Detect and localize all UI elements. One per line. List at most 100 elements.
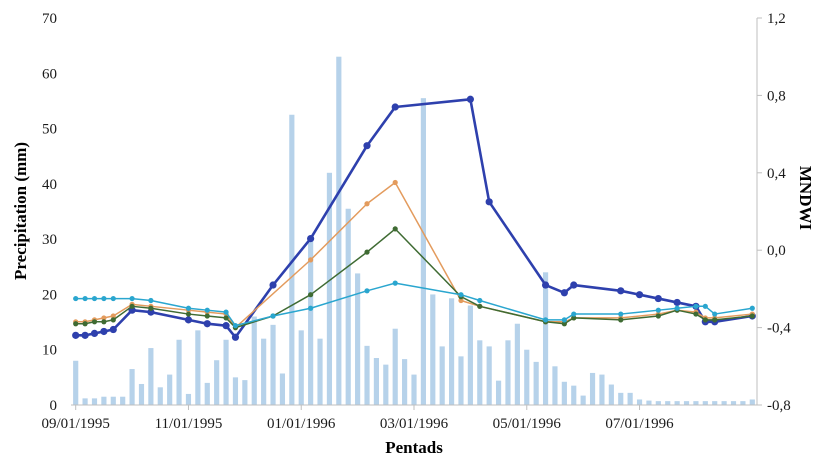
precipitation-bar bbox=[458, 356, 464, 405]
precipitation-bar bbox=[138, 383, 145, 405]
series-point bbox=[308, 305, 314, 311]
series-point bbox=[570, 281, 578, 289]
x-tick-label: 01/01/1996 bbox=[267, 416, 336, 432]
precipitation-bar bbox=[91, 398, 98, 405]
series-point bbox=[90, 329, 99, 337]
precipitation-bar bbox=[223, 339, 229, 405]
precipitation-bar bbox=[326, 172, 333, 405]
series-point bbox=[232, 323, 239, 329]
precipitation-bar bbox=[505, 340, 511, 405]
precipitation-bar bbox=[308, 239, 314, 405]
series-point bbox=[571, 315, 577, 321]
series-point bbox=[185, 305, 192, 311]
series-point bbox=[223, 309, 229, 315]
mndwi-series-4 bbox=[73, 280, 755, 329]
precipitation-bar bbox=[420, 98, 426, 405]
precipitation-bar bbox=[514, 323, 520, 405]
precipitation-bar bbox=[467, 305, 473, 405]
left-axis-title: Precipitation (mm) bbox=[11, 142, 30, 280]
series-point bbox=[269, 281, 277, 289]
series-point bbox=[73, 321, 79, 327]
series-point bbox=[148, 305, 154, 311]
series-point bbox=[184, 316, 193, 324]
left-tick-label: 10 bbox=[42, 343, 57, 359]
series-line bbox=[75, 282, 753, 327]
precipitation-bar bbox=[167, 374, 173, 405]
mndwi-series-3 bbox=[73, 226, 755, 331]
right-tick-label: -0,4 bbox=[767, 321, 791, 337]
precipitation-bar bbox=[580, 395, 586, 405]
series-point bbox=[702, 303, 708, 309]
series-point bbox=[147, 308, 155, 316]
series-point bbox=[749, 305, 755, 311]
precipitation-bar bbox=[740, 401, 746, 405]
series-point bbox=[561, 321, 567, 327]
precipitation-bar bbox=[693, 401, 699, 405]
right-tick-label: 1,2 bbox=[767, 11, 786, 27]
series-point bbox=[542, 317, 549, 323]
precipitation-bar bbox=[204, 382, 210, 405]
series-point bbox=[363, 142, 371, 150]
series-point bbox=[101, 319, 107, 325]
x-tick-label: 11/01/1995 bbox=[155, 416, 223, 432]
series-point bbox=[655, 307, 661, 313]
series-point bbox=[222, 322, 230, 330]
x-tick-label: 05/01/1996 bbox=[493, 416, 562, 432]
precipitation-bar bbox=[383, 364, 389, 405]
series-point bbox=[204, 313, 210, 319]
series-point bbox=[674, 305, 680, 311]
precipitation-bar bbox=[411, 374, 417, 405]
precipitation-bar bbox=[82, 398, 88, 405]
series-point bbox=[81, 331, 89, 339]
precipitation-bar bbox=[627, 392, 633, 405]
series-point bbox=[749, 313, 755, 319]
precipitation-bar bbox=[561, 381, 567, 405]
right-ticks: -0,8 -0,4 0,0 0,4 0,8 1,2 bbox=[757, 11, 791, 414]
x-ticks: 09/01/1995 11/01/1995 01/01/1996 03/01/1996… bbox=[42, 405, 674, 432]
precipitation-bar bbox=[251, 316, 257, 405]
series-point bbox=[702, 317, 708, 323]
precipitation-bar bbox=[279, 373, 286, 405]
series-point bbox=[618, 311, 624, 317]
series-point bbox=[185, 311, 192, 317]
precipitation-bar bbox=[176, 339, 182, 405]
x-tick-label: 07/01/1996 bbox=[605, 416, 674, 432]
series-point bbox=[560, 289, 568, 297]
right-axis-title: MNDWI bbox=[796, 166, 815, 231]
right-tick-label: -0,8 bbox=[767, 398, 791, 414]
precipitation-bar bbox=[683, 401, 690, 405]
precipitation-bar bbox=[214, 360, 220, 405]
series-point bbox=[82, 321, 88, 327]
series-point bbox=[110, 295, 116, 302]
precipitation-bar bbox=[495, 380, 502, 405]
series-point bbox=[91, 295, 98, 302]
right-tick-label: 0,4 bbox=[767, 166, 786, 182]
precipitation-bar bbox=[430, 294, 436, 405]
precipitation-bar bbox=[242, 380, 248, 405]
precipitation-bar bbox=[120, 396, 126, 405]
series-point bbox=[541, 281, 550, 289]
precipitation-bar bbox=[449, 298, 455, 405]
precipitation-bar bbox=[364, 345, 370, 405]
precipitation-bar bbox=[702, 401, 708, 405]
bars-layer bbox=[73, 56, 755, 405]
series-point bbox=[91, 319, 98, 325]
precipitation-bar bbox=[730, 401, 737, 405]
series-point bbox=[72, 331, 80, 339]
series-point bbox=[693, 303, 699, 309]
series-point bbox=[458, 297, 464, 304]
left-tick-label: 50 bbox=[42, 122, 57, 138]
series-point bbox=[364, 288, 370, 294]
precipitation-bar bbox=[129, 369, 135, 405]
x-axis-title: Pentads bbox=[385, 438, 443, 457]
series-point bbox=[110, 317, 116, 323]
series-point bbox=[477, 297, 483, 304]
series-point bbox=[110, 313, 116, 319]
series-point bbox=[231, 333, 240, 341]
series-point bbox=[673, 298, 681, 307]
series-point bbox=[391, 103, 399, 111]
precipitation-bar bbox=[674, 401, 680, 405]
series-point bbox=[203, 320, 211, 328]
series-point bbox=[364, 249, 370, 255]
